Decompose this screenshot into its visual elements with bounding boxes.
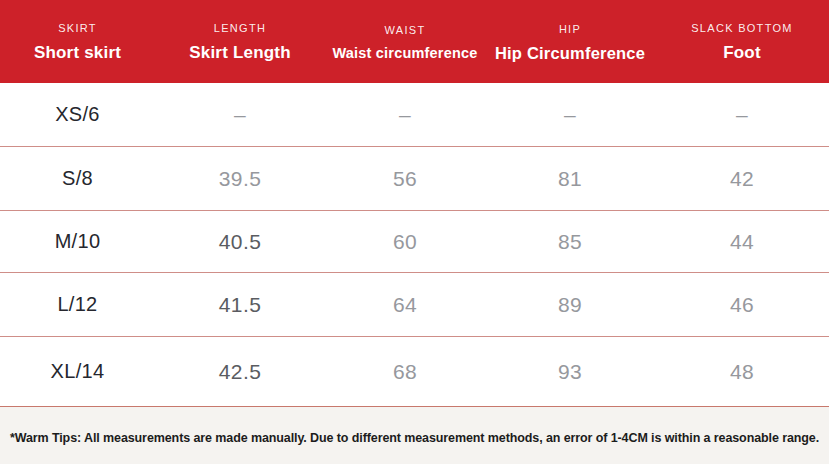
header-eyebrow-length: LENGTH xyxy=(214,22,266,34)
header-column-skirt: SKIRT Short skirt xyxy=(0,0,155,83)
table-header: SKIRT Short skirt LENGTH Skirt Length WA… xyxy=(0,0,829,83)
value-foot: 42 xyxy=(655,167,829,191)
table-body: XS/6 – – – – S/8 39.5 56 81 42 M/10 40.5… xyxy=(0,83,829,407)
table-row-xs: XS/6 – – – – xyxy=(0,83,829,147)
size-label: XL/14 xyxy=(0,360,155,383)
value-skirt-length: – xyxy=(155,103,325,127)
size-label: L/12 xyxy=(0,293,155,316)
header-column-hip: HIP Hip Circumference xyxy=(485,0,655,83)
table-row-m: M/10 40.5 60 85 44 xyxy=(0,211,829,273)
value-foot: 46 xyxy=(655,293,829,317)
header-column-waist: WAIST Waist circumference xyxy=(325,0,485,83)
footer-note-band: *Warm Tips: All measurements are made ma… xyxy=(0,407,829,464)
warm-tips-note: *Warm Tips: All measurements are made ma… xyxy=(10,431,819,445)
header-eyebrow-hip: HIP xyxy=(559,23,581,35)
value-waist: 68 xyxy=(325,360,485,384)
header-label-foot: Foot xyxy=(723,43,761,63)
value-hip: – xyxy=(485,103,655,127)
value-foot: – xyxy=(655,103,829,127)
size-label: M/10 xyxy=(0,230,155,253)
value-hip: 89 xyxy=(485,293,655,317)
value-waist: 64 xyxy=(325,293,485,317)
size-label: S/8 xyxy=(0,167,155,190)
value-hip: 93 xyxy=(485,360,655,384)
value-skirt-length: 39.5 xyxy=(155,167,325,191)
value-hip: 81 xyxy=(485,167,655,191)
header-eyebrow-skirt: SKIRT xyxy=(58,22,97,34)
table-row-s: S/8 39.5 56 81 42 xyxy=(0,147,829,211)
value-skirt-length: 42.5 xyxy=(155,360,325,384)
value-skirt-length: 41.5 xyxy=(155,293,325,317)
value-foot: 48 xyxy=(655,360,829,384)
header-eyebrow-waist: WAIST xyxy=(385,24,426,36)
size-chart-table: SKIRT Short skirt LENGTH Skirt Length WA… xyxy=(0,0,829,464)
value-waist: – xyxy=(325,103,485,127)
size-label: XS/6 xyxy=(0,103,155,126)
header-label-hip-circumference: Hip Circumference xyxy=(495,44,645,63)
header-label-short-skirt: Short skirt xyxy=(34,43,121,63)
value-foot: 44 xyxy=(655,230,829,254)
table-row-l: L/12 41.5 64 89 46 xyxy=(0,273,829,337)
value-waist: 56 xyxy=(325,167,485,191)
header-label-skirt-length: Skirt Length xyxy=(189,43,291,63)
table-row-xl: XL/14 42.5 68 93 48 xyxy=(0,337,829,407)
header-column-slack-bottom: SLACK BOTTOM Foot xyxy=(655,0,829,83)
header-label-waist-circumference: Waist circumference xyxy=(332,45,477,61)
value-waist: 60 xyxy=(325,230,485,254)
value-skirt-length: 40.5 xyxy=(155,230,325,254)
header-eyebrow-slack-bottom: SLACK BOTTOM xyxy=(691,22,793,34)
header-column-length: LENGTH Skirt Length xyxy=(155,0,325,83)
value-hip: 85 xyxy=(485,230,655,254)
